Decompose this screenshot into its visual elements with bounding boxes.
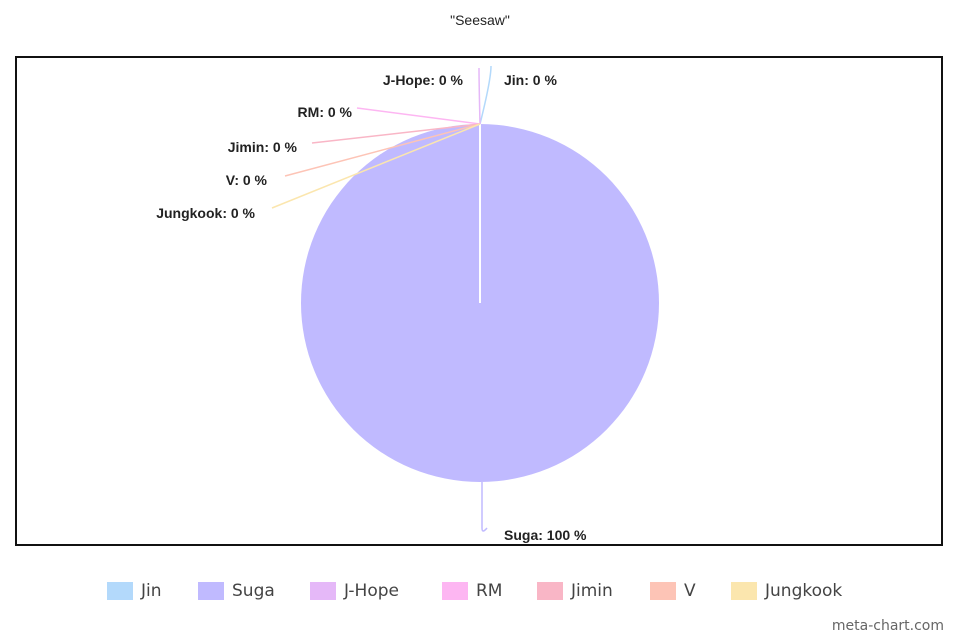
legend-swatch (442, 582, 468, 600)
legend-item-v[interactable]: V (650, 578, 696, 604)
slice-label-j-hope: J-Hope: 0 % (383, 72, 464, 88)
legend-swatch (198, 582, 224, 600)
legend-swatch (731, 582, 757, 600)
chart-title: "Seesaw" (450, 12, 510, 28)
legend-label: Jimin (571, 581, 613, 601)
watermark: meta-chart.com (831, 618, 944, 634)
leader-line-suga (481, 482, 488, 532)
legend-swatch (310, 582, 336, 600)
slice-label-v: V: 0 % (226, 172, 268, 188)
legend-label: Jin (141, 581, 162, 601)
slice-label-jin: Jin: 0 % (504, 72, 557, 88)
leader-line-rm (356, 107, 481, 125)
legend-item-jungkook[interactable]: Jungkook (731, 578, 842, 604)
leader-line-jimin (311, 123, 481, 144)
plot-area: Jin: 0 % Suga: 100 % J-Hope: 0 % RM: 0 % Jim… (15, 56, 943, 546)
legend-label: J-Hope (344, 581, 399, 601)
pie-chart: Jin: 0 % Suga: 100 % J-Hope: 0 % RM: 0 % Jim… (156, 65, 659, 543)
legend-swatch (107, 582, 133, 600)
legend-item-jimin[interactable]: Jimin (537, 578, 613, 604)
slice-label-jungkook: Jungkook: 0 % (156, 205, 255, 221)
leader-line-v (284, 123, 481, 177)
legend-label: Jungkook (765, 581, 843, 601)
legend-item-rm[interactable]: RM (442, 578, 502, 604)
legend-swatch (650, 582, 676, 600)
leader-line-jungkook (271, 123, 481, 209)
slice-label-suga: Suga: 100 % (504, 527, 587, 543)
legend-label: V (684, 581, 696, 601)
leader-line-jin (479, 65, 492, 125)
legend: Jin Suga J-Hope RM Jimin V Jungkook (0, 578, 960, 604)
leader-line-j-hope (478, 67, 481, 125)
slice-label-rm: RM: 0 % (298, 104, 353, 120)
legend-label: Suga (232, 581, 275, 601)
legend-item-suga[interactable]: Suga (198, 578, 275, 604)
legend-swatch (537, 582, 563, 600)
legend-item-j-hope[interactable]: J-Hope (310, 578, 399, 604)
legend-label: RM (476, 581, 503, 601)
legend-item-jin[interactable]: Jin (107, 578, 162, 604)
slice-label-jimin: Jimin: 0 % (228, 139, 298, 155)
